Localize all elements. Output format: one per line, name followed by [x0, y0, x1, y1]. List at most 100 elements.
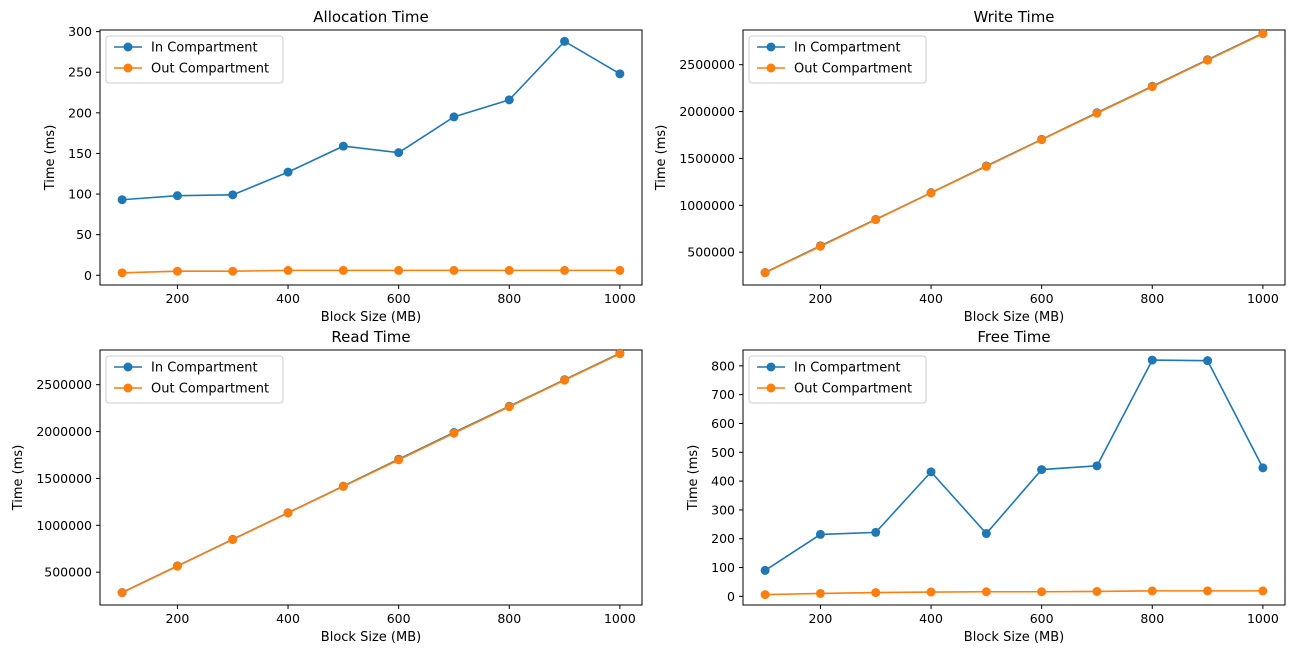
data-point [1258, 586, 1268, 596]
legend: In Compartment Out Compartment [748, 355, 927, 404]
legend-label: In Compartment [151, 41, 258, 56]
data-point [228, 190, 238, 200]
x-axis-label: Block Size (MB) [964, 310, 1064, 325]
data-point [394, 148, 404, 158]
data-point [228, 266, 238, 276]
legend-marker [123, 42, 133, 52]
x-tick-label: 1000 [1247, 611, 1279, 626]
y-tick-label: 250 [68, 65, 92, 80]
data-point [1037, 465, 1047, 475]
data-point [228, 535, 238, 545]
y-tick-label: 2000000 [36, 424, 92, 439]
data-point [504, 402, 514, 412]
legend-label: In Compartment [151, 361, 258, 376]
y-tick-label: 300 [711, 502, 735, 517]
data-point [615, 349, 625, 359]
data-point [1147, 586, 1157, 596]
x-tick-label: 400 [276, 611, 300, 626]
legend: In Compartment Out Compartment [105, 35, 284, 84]
data-point [926, 188, 936, 198]
legend-marker [766, 42, 776, 52]
x-axis-label: Block Size (MB) [321, 630, 421, 645]
axes-frame [742, 349, 1286, 606]
x-tick-label: 1000 [604, 291, 636, 306]
chart-title: Write Time [973, 8, 1054, 26]
data-point [504, 265, 514, 275]
legend-box [748, 355, 927, 404]
chart-title: Allocation Time [313, 8, 428, 26]
legend: In Compartment Out Compartment [748, 35, 927, 84]
x-tick-label: 400 [919, 611, 943, 626]
data-point [172, 561, 182, 571]
legend-marker [123, 63, 133, 73]
data-point [926, 467, 936, 477]
data-point [871, 527, 881, 537]
y-tick-label: 50 [76, 227, 92, 242]
legend-box [105, 35, 284, 84]
data-point [1037, 135, 1047, 145]
x-tick-label: 600 [1030, 611, 1054, 626]
data-point [871, 215, 881, 225]
x-tick-label: 400 [919, 291, 943, 306]
data-point [981, 161, 991, 171]
legend-box [748, 35, 927, 84]
data-point [981, 587, 991, 597]
legend-marker [123, 383, 133, 393]
data-point [1037, 587, 1047, 597]
data-point [1147, 355, 1157, 365]
data-point [1147, 82, 1157, 92]
y-tick-label: 200 [68, 105, 92, 120]
x-tick-label: 800 [497, 611, 521, 626]
data-point [1203, 586, 1213, 596]
y-tick-label: 150 [68, 146, 92, 161]
x-tick-label: 600 [387, 291, 411, 306]
y-tick-label: 1500000 [679, 151, 735, 166]
data-point [117, 195, 127, 205]
legend: In Compartment Out Compartment [105, 355, 284, 404]
x-tick-label: 200 [808, 291, 832, 306]
y-tick-label: 2500000 [679, 57, 735, 72]
chart-panel-4: Free Time 200 400 600 800 1000 0 100 200 300 400 50… [686, 328, 1286, 645]
data-point [504, 95, 514, 105]
y-tick-label: 500 [711, 445, 735, 460]
data-point [1203, 55, 1213, 65]
data-point [1203, 356, 1213, 366]
data-point [1258, 29, 1268, 39]
y-tick-label: 0 [84, 268, 92, 283]
x-tick-label: 800 [497, 291, 521, 306]
series-line-in-compartment [122, 40, 621, 201]
data-point [117, 588, 127, 598]
data-point [871, 588, 881, 598]
chart-panel-1: Allocation Time 200 400 600 800 1000 0 50 100 150… [43, 8, 643, 325]
series-line-out-compartment [764, 33, 1264, 274]
legend-label: Out Compartment [794, 382, 912, 397]
legend-label: Out Compartment [794, 62, 912, 77]
axes-frame [99, 349, 643, 606]
series-line-out-compartment [122, 269, 620, 274]
data-point [283, 167, 293, 177]
y-tick-label: 2000000 [679, 104, 735, 119]
y-tick-label: 100 [68, 187, 92, 202]
x-tick-label: 600 [1030, 291, 1054, 306]
y-tick-label: 200 [711, 531, 735, 546]
data-point [1092, 461, 1102, 471]
y-axis-label: Time (ms) [686, 445, 701, 512]
data-point [394, 455, 404, 465]
data-point [449, 265, 459, 275]
y-tick-label: 0 [727, 589, 735, 604]
x-axis-label: Block Size (MB) [321, 310, 421, 325]
axes-frame [99, 29, 643, 286]
x-tick-label: 400 [276, 291, 300, 306]
data-point [449, 428, 459, 438]
series-line-in-compartment [764, 359, 1264, 572]
y-tick-label: 1500000 [36, 471, 92, 486]
data-point [981, 529, 991, 539]
legend-box [105, 355, 284, 404]
y-tick-label: 500000 [44, 565, 92, 580]
data-point [560, 36, 570, 46]
data-point [615, 69, 625, 79]
y-tick-label: 700 [711, 387, 735, 402]
data-point [815, 529, 825, 539]
legend-marker [766, 362, 776, 372]
